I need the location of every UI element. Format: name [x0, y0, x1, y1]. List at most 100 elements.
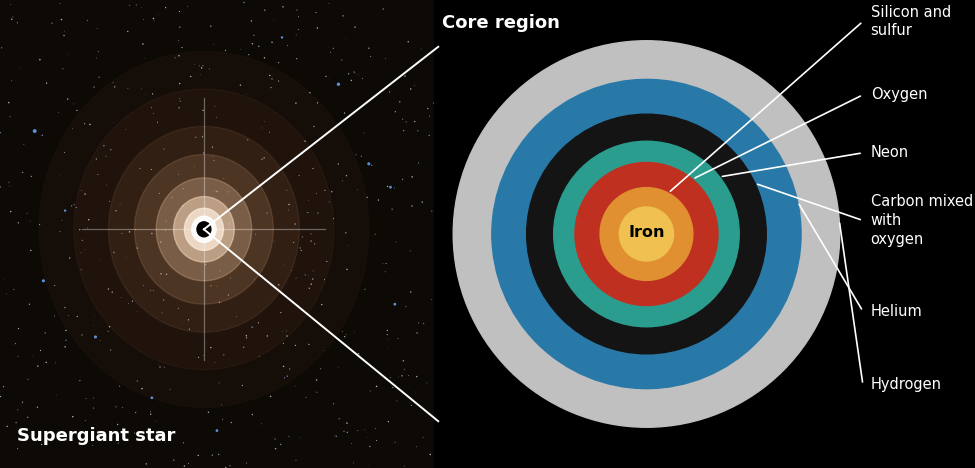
Point [203, 22, 218, 30]
Point [128, 226, 143, 234]
Point [391, 373, 407, 380]
Point [106, 118, 122, 126]
Point [339, 419, 355, 427]
Point [132, 165, 147, 172]
Point [309, 190, 325, 197]
Point [235, 382, 251, 389]
Point [338, 172, 354, 179]
Point [93, 337, 108, 344]
Point [73, 249, 89, 256]
Point [317, 347, 332, 354]
Point [306, 123, 322, 130]
Point [90, 25, 105, 32]
Point [247, 275, 262, 283]
Point [146, 17, 162, 25]
Point [368, 230, 383, 238]
Point [22, 218, 38, 225]
Point [387, 108, 403, 116]
Point [403, 247, 418, 255]
Point [309, 388, 325, 396]
Point [0, 393, 8, 400]
Text: Helium: Helium [871, 304, 922, 319]
Point [138, 460, 154, 468]
Point [148, 417, 164, 425]
Point [5, 13, 20, 21]
Point [218, 464, 234, 468]
Point [210, 188, 225, 195]
Circle shape [575, 162, 718, 306]
Point [207, 102, 222, 110]
Text: Supergiant star: Supergiant star [18, 427, 176, 445]
Point [171, 305, 186, 312]
Point [180, 316, 196, 323]
Point [313, 365, 329, 373]
Point [263, 393, 279, 400]
Point [65, 100, 81, 108]
Point [74, 187, 90, 194]
Point [210, 282, 225, 290]
Point [195, 133, 211, 140]
Point [377, 55, 393, 62]
Point [397, 73, 412, 80]
Point [364, 161, 379, 169]
Point [1, 179, 17, 186]
Point [10, 19, 25, 27]
Point [254, 420, 269, 428]
Point [152, 363, 168, 371]
Point [112, 382, 128, 390]
Point [422, 112, 438, 120]
Point [389, 397, 405, 405]
Point [403, 85, 418, 93]
Point [195, 107, 211, 114]
Point [420, 105, 436, 112]
Point [410, 319, 426, 327]
Point [173, 97, 188, 105]
Point [293, 247, 309, 254]
Point [212, 379, 227, 387]
Point [32, 347, 48, 354]
Point [86, 322, 101, 329]
Point [52, 172, 67, 179]
Point [199, 338, 214, 346]
Point [277, 374, 292, 381]
Point [326, 215, 341, 222]
Point [172, 23, 187, 31]
Point [319, 258, 334, 265]
Circle shape [174, 197, 234, 262]
Point [276, 363, 292, 370]
Point [387, 439, 403, 446]
Point [120, 28, 136, 35]
Point [263, 173, 279, 181]
Point [125, 298, 140, 305]
Point [143, 166, 159, 173]
Point [72, 377, 88, 384]
Point [108, 207, 124, 214]
Point [2, 183, 18, 190]
Point [107, 83, 123, 91]
Point [23, 247, 39, 254]
Point [281, 201, 296, 208]
Point [289, 274, 304, 282]
Point [55, 65, 70, 73]
Point [252, 352, 267, 360]
Point [416, 320, 432, 327]
Point [346, 68, 362, 76]
Point [351, 350, 367, 358]
Point [72, 226, 88, 234]
Point [279, 186, 294, 194]
Point [113, 294, 129, 301]
Point [245, 323, 260, 331]
Point [303, 280, 319, 288]
Point [110, 421, 126, 428]
Point [32, 56, 48, 63]
Point [55, 217, 70, 224]
Point [158, 218, 174, 225]
Point [338, 35, 354, 42]
Point [382, 183, 399, 191]
Point [164, 194, 179, 201]
Point [145, 15, 161, 22]
Point [292, 244, 308, 252]
Point [145, 110, 161, 117]
Point [223, 419, 239, 426]
Point [32, 221, 48, 228]
